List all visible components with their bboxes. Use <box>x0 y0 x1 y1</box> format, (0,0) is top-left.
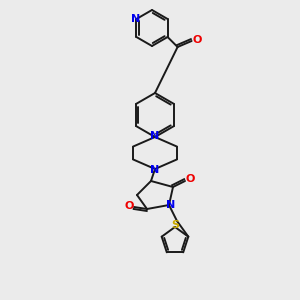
Text: O: O <box>193 35 202 45</box>
Text: N: N <box>150 165 160 175</box>
Text: O: O <box>185 174 195 184</box>
Text: N: N <box>167 200 176 210</box>
Text: N: N <box>150 131 160 141</box>
Text: O: O <box>124 201 134 211</box>
Text: N: N <box>131 14 140 24</box>
Text: S: S <box>171 220 179 230</box>
